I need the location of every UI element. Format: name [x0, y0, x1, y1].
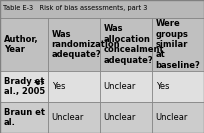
Bar [100, 71, 152, 102]
Bar [0, 0, 204, 18]
Text: Yes: Yes [52, 82, 65, 91]
Text: Were
groups
similar
at
baseline?: Were groups similar at baseline? [156, 19, 200, 70]
Text: Author,
Year: Author, Year [4, 35, 38, 54]
Bar [48, 71, 100, 102]
Text: Brady et
al., 2005: Brady et al., 2005 [4, 77, 45, 96]
Bar [0, 102, 48, 133]
Bar [0, 18, 48, 71]
Bar [152, 102, 204, 133]
Text: Table E-3   Risk of bias assessments, part 3: Table E-3 Risk of bias assessments, part… [3, 5, 147, 11]
Bar [48, 18, 100, 71]
Bar [0, 18, 204, 71]
Text: Unclear: Unclear [52, 113, 84, 122]
Bar [152, 18, 204, 71]
Text: Was
randomization
adequate?: Was randomization adequate? [52, 30, 120, 59]
Text: Was
allocation
concealment
adequate?: Was allocation concealment adequate? [104, 24, 164, 65]
Bar [100, 18, 152, 71]
Bar [48, 102, 100, 133]
Bar [0, 71, 204, 102]
Bar [0, 102, 204, 133]
Bar [152, 71, 204, 102]
Text: Unclear: Unclear [104, 113, 136, 122]
Text: Yes: Yes [156, 82, 169, 91]
Text: Unclear: Unclear [104, 82, 136, 91]
Text: ²67: ²67 [33, 81, 45, 86]
Text: Unclear: Unclear [156, 113, 188, 122]
Text: Braun et
al.: Braun et al. [4, 108, 45, 127]
Bar [100, 102, 152, 133]
Bar [0, 71, 48, 102]
